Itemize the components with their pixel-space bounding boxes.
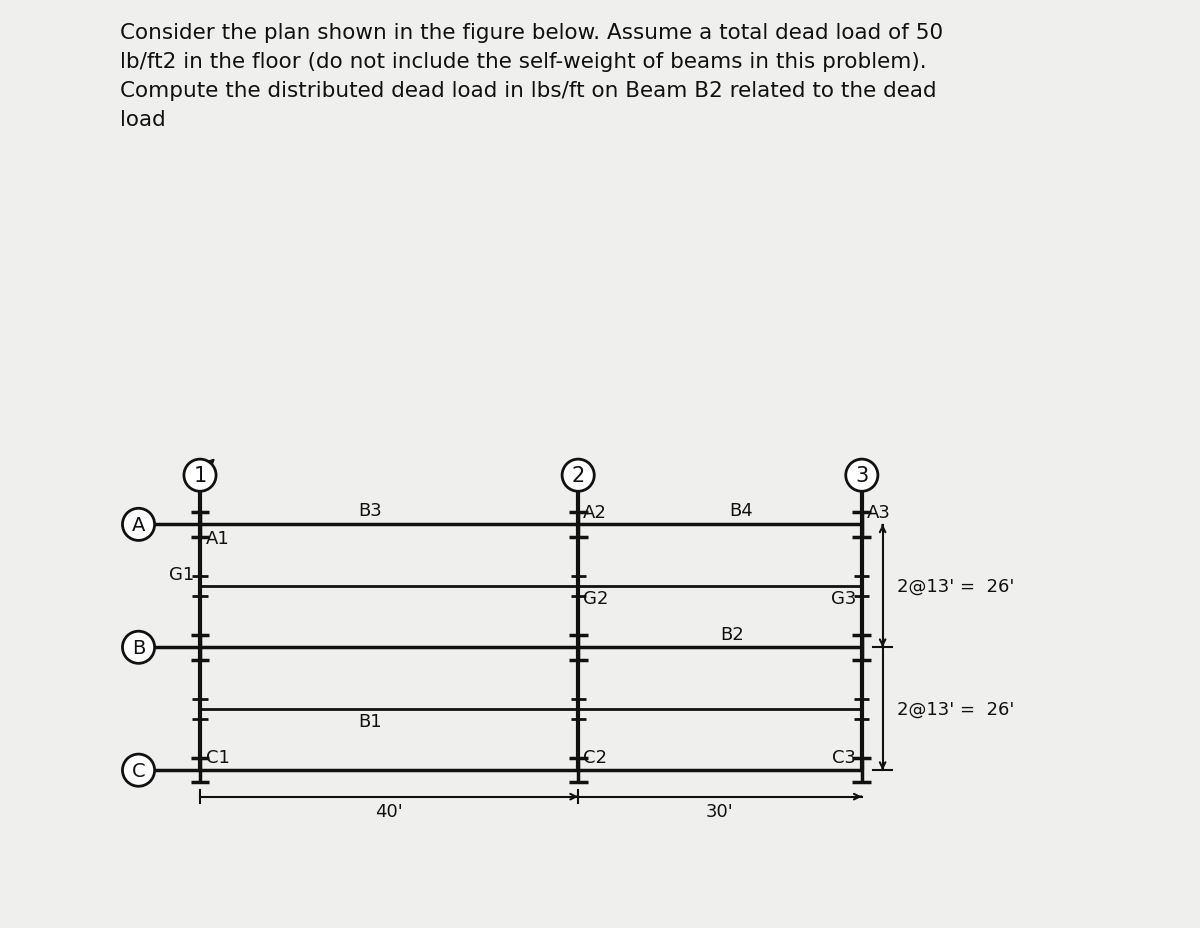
Text: 2@13' =  26': 2@13' = 26'	[896, 700, 1014, 718]
Text: B1: B1	[359, 712, 382, 729]
Text: A2: A2	[583, 503, 607, 521]
Text: B4: B4	[730, 501, 754, 519]
Text: 2: 2	[571, 466, 584, 485]
Circle shape	[122, 754, 155, 786]
Circle shape	[122, 632, 155, 664]
Text: C: C	[132, 761, 145, 780]
Circle shape	[562, 459, 594, 492]
Text: A1: A1	[205, 530, 229, 548]
Text: 30': 30'	[706, 803, 734, 820]
Text: C1: C1	[205, 749, 229, 767]
Text: 40': 40'	[376, 803, 403, 820]
Text: G2: G2	[583, 589, 608, 607]
Circle shape	[846, 459, 878, 492]
Text: B2: B2	[720, 625, 744, 643]
Text: C2: C2	[583, 749, 607, 767]
Text: 3: 3	[856, 466, 869, 485]
Text: G3: G3	[830, 589, 856, 607]
Circle shape	[122, 509, 155, 541]
Text: B: B	[132, 638, 145, 657]
Text: A: A	[132, 515, 145, 535]
Text: Consider the plan shown in the figure below. Assume a total dead load of 50
lb/f: Consider the plan shown in the figure be…	[120, 23, 943, 130]
Text: B3: B3	[359, 501, 382, 519]
Text: A3: A3	[866, 503, 890, 521]
Circle shape	[184, 459, 216, 492]
Text: C3: C3	[832, 749, 856, 767]
Text: G1: G1	[169, 565, 194, 584]
Text: 1: 1	[193, 466, 206, 485]
Text: 2@13' =  26': 2@13' = 26'	[896, 577, 1014, 595]
